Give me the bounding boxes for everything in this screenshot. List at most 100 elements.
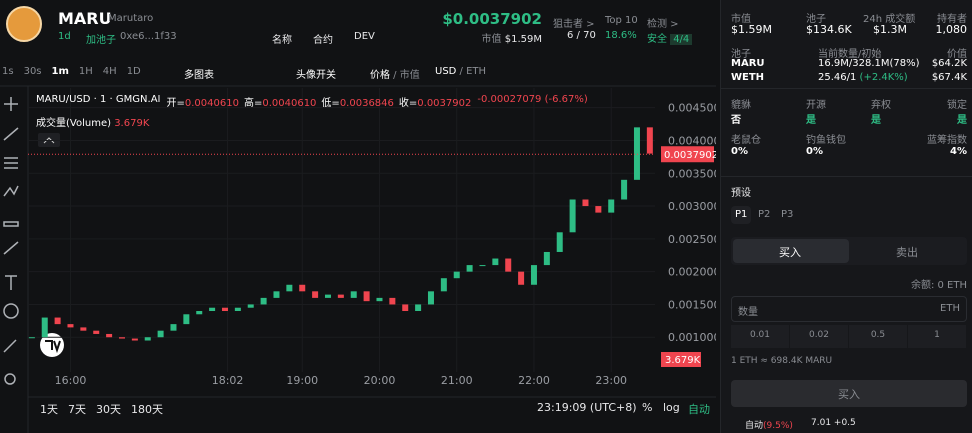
range-bar: 1天 7天 30天 180天 (40, 401, 163, 417)
preset-label: 预设 (731, 188, 751, 199)
candle (363, 291, 370, 302)
candle (196, 311, 203, 315)
interval[interactable]: 30s (23, 66, 42, 77)
preset[interactable]: P1 (735, 209, 748, 220)
x-tick-label: 21:00 (441, 374, 473, 387)
token-symbol: MARU (58, 9, 112, 28)
y-tick-label: 0.0040000 (668, 134, 716, 147)
ohlc: 开=0.0040610 高=0.0040610 低=0.0036846 收=0.003… (166, 94, 471, 109)
x-tick-label: 16:00 (55, 374, 87, 387)
avatar-toggle[interactable]: 头像开关 (296, 70, 336, 81)
opt: ETH (466, 66, 487, 77)
check-value: 0% (731, 146, 748, 157)
check-value: 是 (871, 115, 881, 126)
badge: 4/4 (670, 34, 693, 45)
candle (183, 314, 190, 325)
interval[interactable]: 1D (126, 66, 141, 77)
preset[interactable]: P2 (758, 209, 771, 220)
volume-tag-label: 3.679K (665, 355, 701, 366)
check-label: 貔貅 (731, 100, 751, 111)
candle (93, 330, 100, 334)
pool-token: WETH (731, 72, 765, 83)
pool-value: $64.2K (931, 58, 967, 69)
ohlc-item: 收=0.0037902 (399, 94, 471, 109)
range[interactable]: 1天 (40, 403, 58, 416)
stat-label[interactable]: 检测 > (647, 19, 679, 30)
candle (131, 338, 138, 341)
price-mcap-toggle[interactable]: 价格 / 市值 (370, 70, 420, 81)
buy-tab[interactable]: 买入 (779, 246, 801, 259)
stat-label: Top 10 (605, 15, 638, 26)
ohlc-label: 开= (166, 98, 185, 109)
candle (621, 179, 628, 200)
preset[interactable]: P3 (781, 209, 794, 220)
opt: 价格 (370, 70, 390, 81)
plot: 0.0010000 0.0015000 0.0020000 0.0025000 0.00… (28, 88, 716, 387)
auto-toggle[interactable]: 自动 (688, 403, 710, 416)
interval[interactable]: 1H (78, 66, 93, 77)
value: $1.59M (504, 34, 542, 45)
check-value: 是 (957, 115, 967, 126)
check-value: 4% (950, 146, 967, 157)
candle (54, 317, 61, 325)
candle (234, 307, 241, 312)
log-toggle[interactable]: log (663, 401, 680, 414)
quick-amount[interactable]: 0.02 (790, 325, 848, 348)
opt: USD (435, 66, 457, 77)
legend-title: MARU/USD · 1 · GMGN.AI (36, 94, 161, 105)
ohlc-value: 0.0040610 (184, 98, 239, 109)
candle (466, 265, 473, 272)
y-tick-label: 0.0015000 (668, 298, 716, 311)
stat-label[interactable]: 狙击者 > (553, 19, 595, 30)
percent-toggle[interactable]: % (642, 401, 653, 414)
range[interactable]: 180天 (131, 403, 163, 416)
amount-input[interactable] (731, 296, 967, 322)
interval-bar: 1s 30s 1m 1H 4H 1D (2, 66, 141, 77)
check-label: 开源 (806, 100, 826, 111)
sell-tab[interactable]: 卖出 (896, 246, 918, 259)
candle (337, 294, 344, 298)
range[interactable]: 7天 (68, 403, 86, 416)
x-tick-label: 23:00 (595, 374, 627, 387)
chart-legend: MARU/USD · 1 · GMGN.AI 开=0.0040610 高=0.00… (36, 94, 588, 109)
value: $1.3M (873, 23, 907, 36)
x-tick-label: 18:02 (212, 374, 244, 387)
candle (157, 330, 164, 338)
search-dev[interactable]: DEV (354, 31, 375, 42)
search-contract[interactable]: 合约 (313, 35, 333, 46)
stat-value: 6 / 70 (567, 30, 596, 41)
collapse-icon (43, 137, 55, 144)
currency-toggle[interactable]: USD / ETH (435, 66, 487, 77)
change: (+2.4K%) (859, 72, 908, 83)
token-logo (6, 6, 42, 42)
quick-amount[interactable]: 0.5 (849, 325, 907, 348)
quick-amount[interactable]: 0.01 (731, 325, 789, 348)
candle (286, 284, 293, 292)
interval[interactable]: 4H (102, 66, 117, 77)
x-tick-label: 19:00 (286, 374, 318, 387)
clock: 23:19:09 (UTC+8) (537, 401, 637, 414)
label: 价值 (947, 49, 967, 60)
ohlc-value: 0.0036846 (339, 98, 394, 109)
auto-slippage[interactable]: 自动(9.5%) (745, 418, 793, 431)
candle (106, 333, 113, 338)
candle (28, 337, 35, 339)
candle (324, 294, 331, 298)
multi-chart[interactable]: 多图表 (184, 70, 214, 81)
quick-amount[interactable]: 1 (908, 325, 966, 348)
drawing-tools[interactable] (3, 97, 19, 385)
text: 25.46/1 (818, 72, 857, 83)
range[interactable]: 30天 (96, 403, 121, 416)
search-name[interactable]: 名称 (272, 35, 292, 46)
y-tick-label: 0.0030000 (668, 200, 716, 213)
buy-button[interactable] (731, 380, 967, 407)
contract-address[interactable]: 0xe6...1f33 (120, 31, 177, 42)
interval[interactable]: 1m (51, 66, 69, 77)
interval[interactable]: 1s (2, 66, 14, 77)
stat-value: 18.6% (605, 30, 637, 41)
check-label: 钓鱼钱包 (806, 135, 846, 146)
value: 1,080 (935, 23, 968, 36)
input-placeholder: 数量 (738, 307, 758, 318)
add-pool[interactable]: 加池子 (86, 35, 116, 46)
